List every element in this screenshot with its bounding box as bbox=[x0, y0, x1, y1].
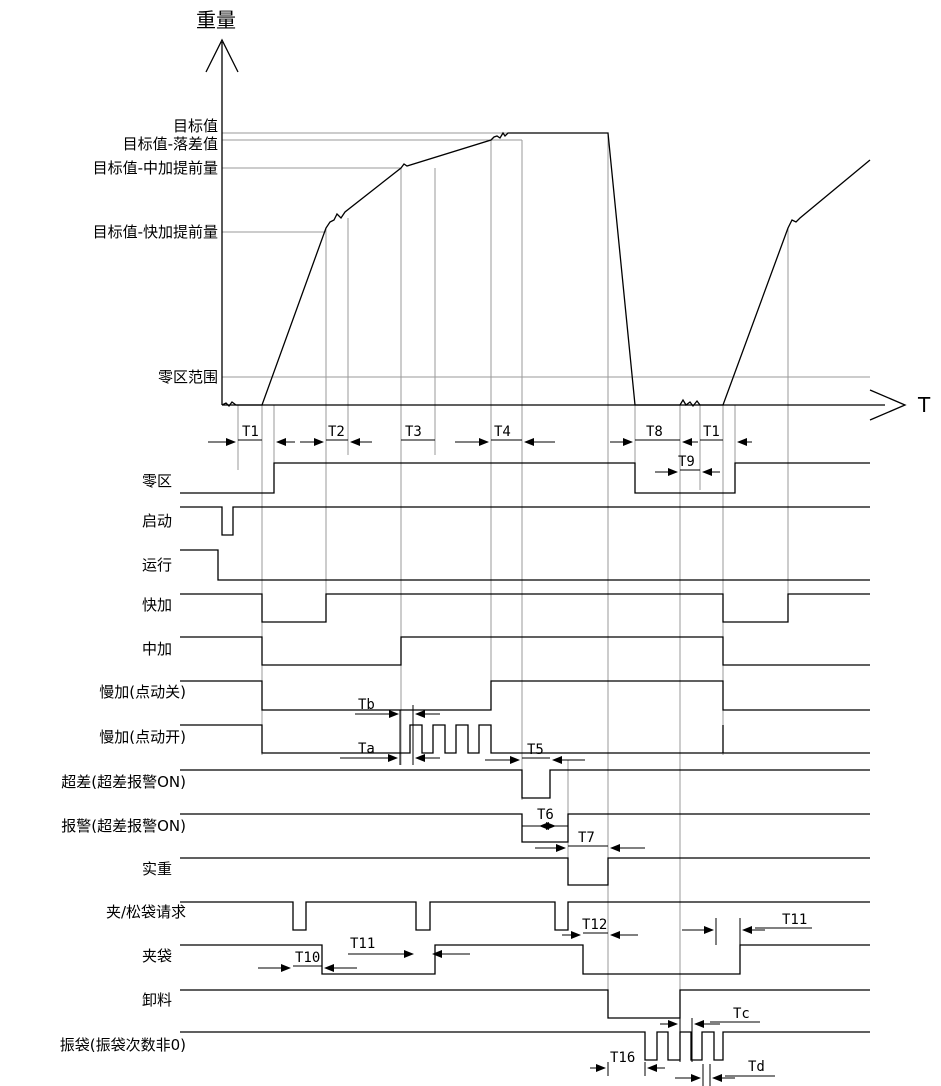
level-labels: 目标值 目标值-落差值 目标值-中加提前量 目标值-快加提前量 零区范围 bbox=[93, 117, 218, 386]
signal-label-mid-feed: 中加 bbox=[142, 640, 172, 658]
timing-label-t1-second: T1 bbox=[703, 424, 720, 440]
wave-start bbox=[180, 506, 870, 536]
timing-label-t8: T8 bbox=[646, 424, 663, 440]
wave-alarm bbox=[180, 813, 870, 843]
label-target-minus-mid-advance: 目标值-中加提前量 bbox=[93, 159, 218, 177]
timing-label-t2: T2 bbox=[328, 424, 345, 440]
signal-label-overrange: 超差(超差报警ON) bbox=[61, 773, 186, 791]
waveforms bbox=[180, 462, 870, 1061]
wave-fast-feed bbox=[180, 593, 870, 623]
signal-label-discharge: 卸料 bbox=[142, 991, 172, 1009]
signal-label-slow-feed-jog-off: 慢加(点动关) bbox=[99, 683, 186, 701]
timing-label-t10: T10 bbox=[295, 950, 320, 966]
timing-label-t1-first: T1 bbox=[242, 424, 259, 440]
signal-labels: 零区 启动 运行 快加 中加 慢加(点动关) 慢加(点动开) 超差(超差报警ON… bbox=[60, 472, 186, 1054]
label-target-minus-fast-advance: 目标值-快加提前量 bbox=[93, 223, 218, 241]
timing-label-td: Td bbox=[748, 1059, 765, 1075]
signal-label-clamp-request: 夹/松袋请求 bbox=[106, 903, 186, 921]
signal-label-bag-shake: 振袋(振袋次数非0) bbox=[60, 1036, 186, 1054]
signal-label-start: 启动 bbox=[142, 512, 172, 530]
signal-label-clamp-bag: 夹袋 bbox=[142, 947, 172, 965]
timing-label-t5: T5 bbox=[527, 742, 544, 758]
label-target: 目标值 bbox=[173, 117, 218, 135]
timing-label-tc: Tc bbox=[733, 1006, 750, 1022]
weight-curve bbox=[221, 131, 871, 408]
reference-lines bbox=[237, 133, 789, 1015]
timing-annotations: T1 T2 T3 T4 T8 T1 T9 Tb bbox=[208, 424, 812, 1086]
timing-label-t11-right: T11 bbox=[782, 912, 807, 928]
timing-label-t16: T16 bbox=[610, 1050, 635, 1066]
wave-run bbox=[180, 549, 870, 581]
label-target-minus-fall: 目标值-落差值 bbox=[123, 135, 218, 153]
signal-label-run: 运行 bbox=[142, 556, 172, 574]
timing-label-t9: T9 bbox=[678, 454, 695, 470]
label-zero-range: 零区范围 bbox=[158, 368, 218, 386]
wave-slow-feed-jog-on bbox=[180, 724, 870, 754]
wave-slow-feed-jog-off bbox=[180, 680, 870, 711]
x-axis-label: T bbox=[917, 393, 931, 417]
wave-mid-feed bbox=[180, 636, 870, 666]
wave-clamp-request bbox=[180, 901, 870, 931]
signal-label-slow-feed-jog-on: 慢加(点动开) bbox=[99, 728, 186, 746]
axes: 重量 T bbox=[196, 8, 931, 421]
wave-actual-weight bbox=[180, 857, 870, 886]
timing-label-t7: T7 bbox=[578, 830, 595, 846]
level-lines bbox=[222, 132, 870, 378]
signal-label-alarm: 报警(超差报警ON) bbox=[61, 817, 186, 835]
wave-bag-shake bbox=[180, 1031, 870, 1061]
timing-label-ta: Ta bbox=[358, 741, 375, 757]
signal-label-fast-feed: 快加 bbox=[142, 596, 172, 614]
timing-label-t4: T4 bbox=[494, 424, 511, 440]
timing-label-t6: T6 bbox=[537, 807, 554, 823]
timing-label-t3: T3 bbox=[405, 424, 422, 440]
wave-overrange bbox=[180, 769, 870, 799]
wave-clamp-bag bbox=[180, 944, 870, 975]
signal-label-actual-weight: 实重 bbox=[142, 860, 172, 878]
y-axis-label: 重量 bbox=[196, 8, 236, 32]
signal-label-zero-zone: 零区 bbox=[142, 472, 172, 490]
timing-label-t12: T12 bbox=[582, 917, 607, 933]
timing-label-tb: Tb bbox=[358, 697, 375, 713]
wave-zero-zone bbox=[180, 462, 870, 494]
wave-discharge bbox=[180, 989, 870, 1019]
timing-label-t11-left: T11 bbox=[350, 936, 375, 952]
